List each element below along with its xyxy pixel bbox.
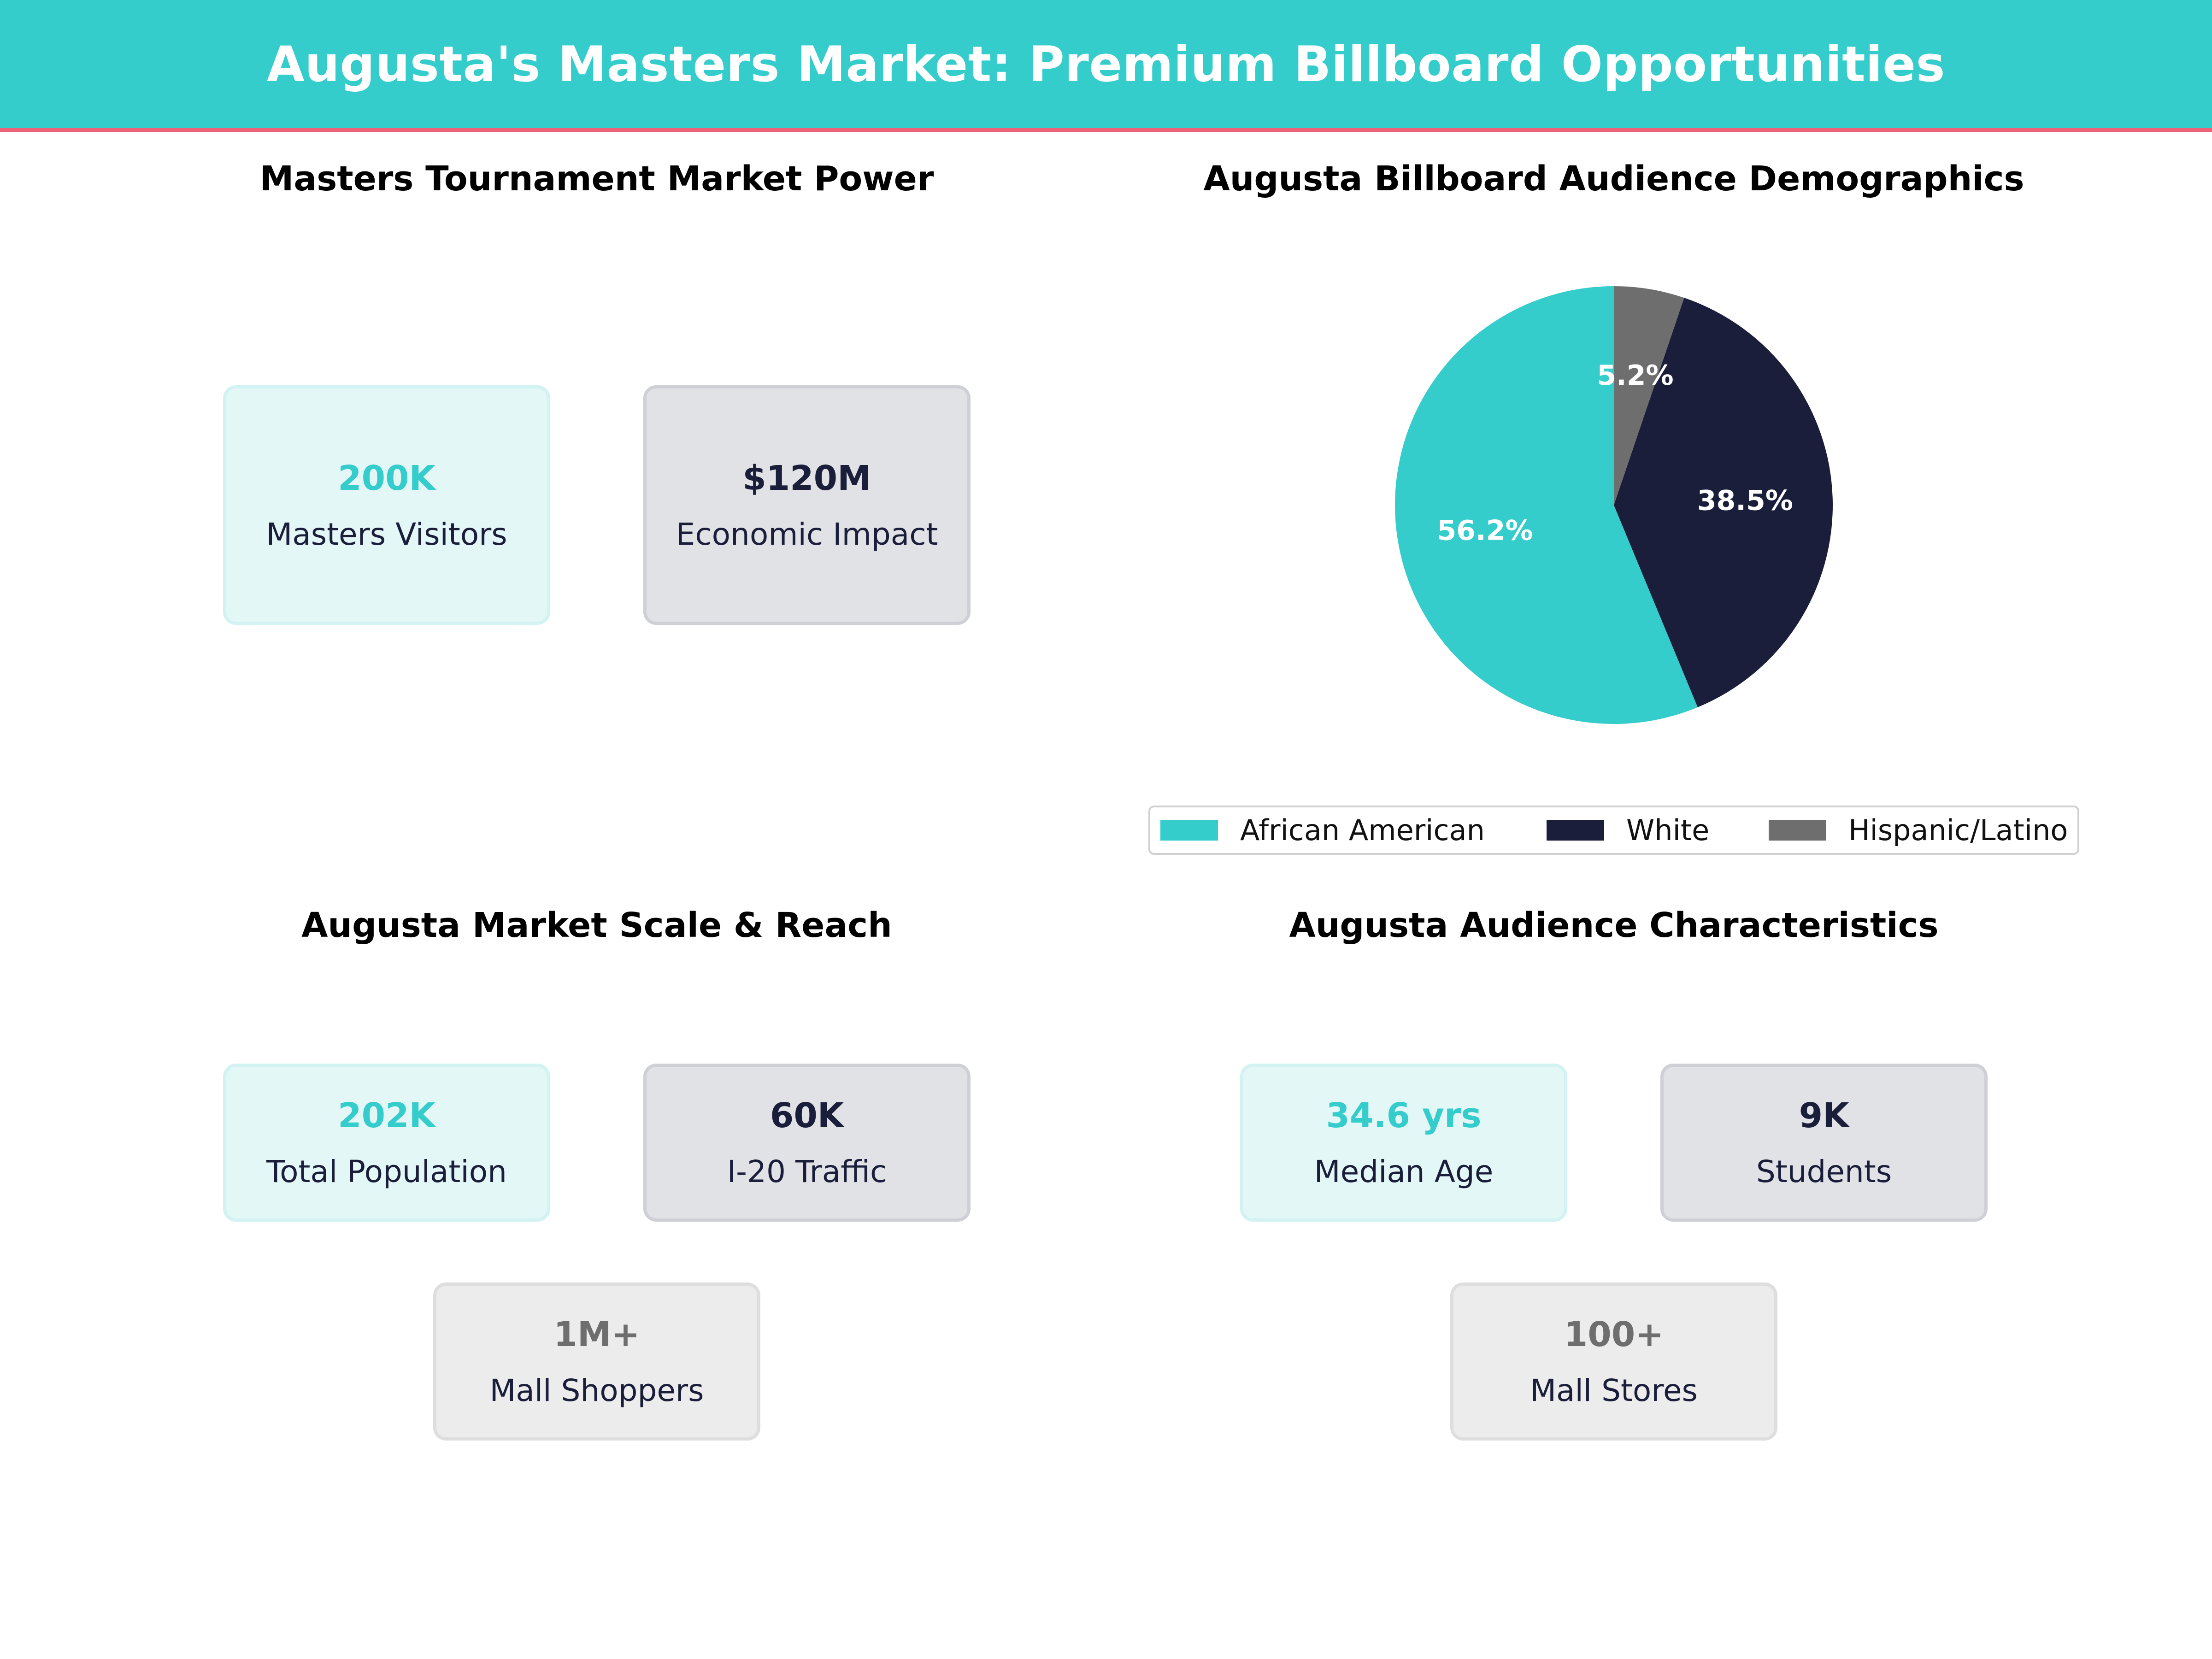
page-title: Augusta's Masters Market: Premium Billbo… bbox=[266, 35, 1946, 93]
stat-value: 34.6 yrs bbox=[1326, 1096, 1482, 1135]
pie-slice-white bbox=[1614, 298, 1833, 707]
stat-value: 9K bbox=[1799, 1096, 1849, 1135]
section-title-scale-reach: Augusta Market Scale & Reach bbox=[301, 906, 892, 945]
legend-item-hispanic-latino: Hispanic/Latino bbox=[1769, 813, 2068, 847]
stat-value: 202K bbox=[338, 1096, 435, 1135]
stat-card-i20-traffic: 60K I-20 Traffic bbox=[643, 1064, 971, 1222]
stat-card-students: 9K Students bbox=[1660, 1064, 1988, 1222]
stat-label: Mall Stores bbox=[1530, 1373, 1698, 1408]
legend-swatch bbox=[1769, 820, 1826, 841]
pie-slice-hispanic-latino bbox=[1614, 286, 1684, 505]
stat-label: Mall Shoppers bbox=[489, 1373, 704, 1408]
stat-card-masters-visitors: 200K Masters Visitors bbox=[223, 385, 550, 625]
section-title-demographics: Augusta Billboard Audience Demographics bbox=[1203, 159, 2024, 199]
stat-card-mall-stores: 100+ Mall Stores bbox=[1450, 1282, 1777, 1441]
legend-swatch bbox=[1547, 820, 1604, 841]
section-title-market-power: Masters Tournament Market Power bbox=[259, 159, 934, 199]
stat-label: Masters Visitors bbox=[266, 516, 507, 552]
pie-label-hispanic-latino: 5.2% bbox=[1597, 359, 1673, 392]
stat-label: Economic Impact bbox=[676, 516, 938, 552]
stat-value: 60K bbox=[770, 1096, 844, 1135]
legend-item-african-american: African American bbox=[1160, 813, 1485, 847]
stat-value: $120M bbox=[742, 458, 871, 498]
demographics-pie-chart: 56.2% 38.5% 5.2% bbox=[1395, 286, 1833, 724]
stat-label: Median Age bbox=[1314, 1154, 1494, 1189]
legend-label: Hispanic/Latino bbox=[1848, 813, 2068, 847]
stat-card-median-age: 34.6 yrs Median Age bbox=[1240, 1064, 1567, 1222]
legend-label: African American bbox=[1240, 813, 1485, 847]
header-accent-line bbox=[0, 128, 2212, 132]
legend-item-white: White bbox=[1547, 813, 1709, 847]
stat-label: Total Population bbox=[266, 1154, 507, 1189]
pie-label-african-american: 56.2% bbox=[1437, 515, 1533, 547]
stat-label: I-20 Traffic bbox=[727, 1154, 887, 1189]
stat-value: 1M+ bbox=[553, 1315, 640, 1354]
pie-slice-african-american bbox=[1395, 286, 1698, 724]
stat-value: 200K bbox=[338, 458, 435, 498]
section-title-characteristics: Augusta Audience Characteristics bbox=[1289, 906, 1939, 945]
stat-card-economic-impact: $120M Economic Impact bbox=[643, 385, 971, 625]
pie-label-white: 38.5% bbox=[1697, 485, 1793, 517]
page-header: Augusta's Masters Market: Premium Billbo… bbox=[0, 0, 2212, 128]
stat-card-mall-shoppers: 1M+ Mall Shoppers bbox=[433, 1282, 760, 1441]
stat-card-total-population: 202K Total Population bbox=[223, 1064, 550, 1222]
legend-label: White bbox=[1626, 813, 1710, 847]
chart-legend: African American White Hispanic/Latino bbox=[1148, 806, 2079, 855]
stat-value: 100+ bbox=[1564, 1315, 1664, 1354]
legend-swatch bbox=[1160, 820, 1218, 841]
stat-label: Students bbox=[1756, 1154, 1892, 1189]
